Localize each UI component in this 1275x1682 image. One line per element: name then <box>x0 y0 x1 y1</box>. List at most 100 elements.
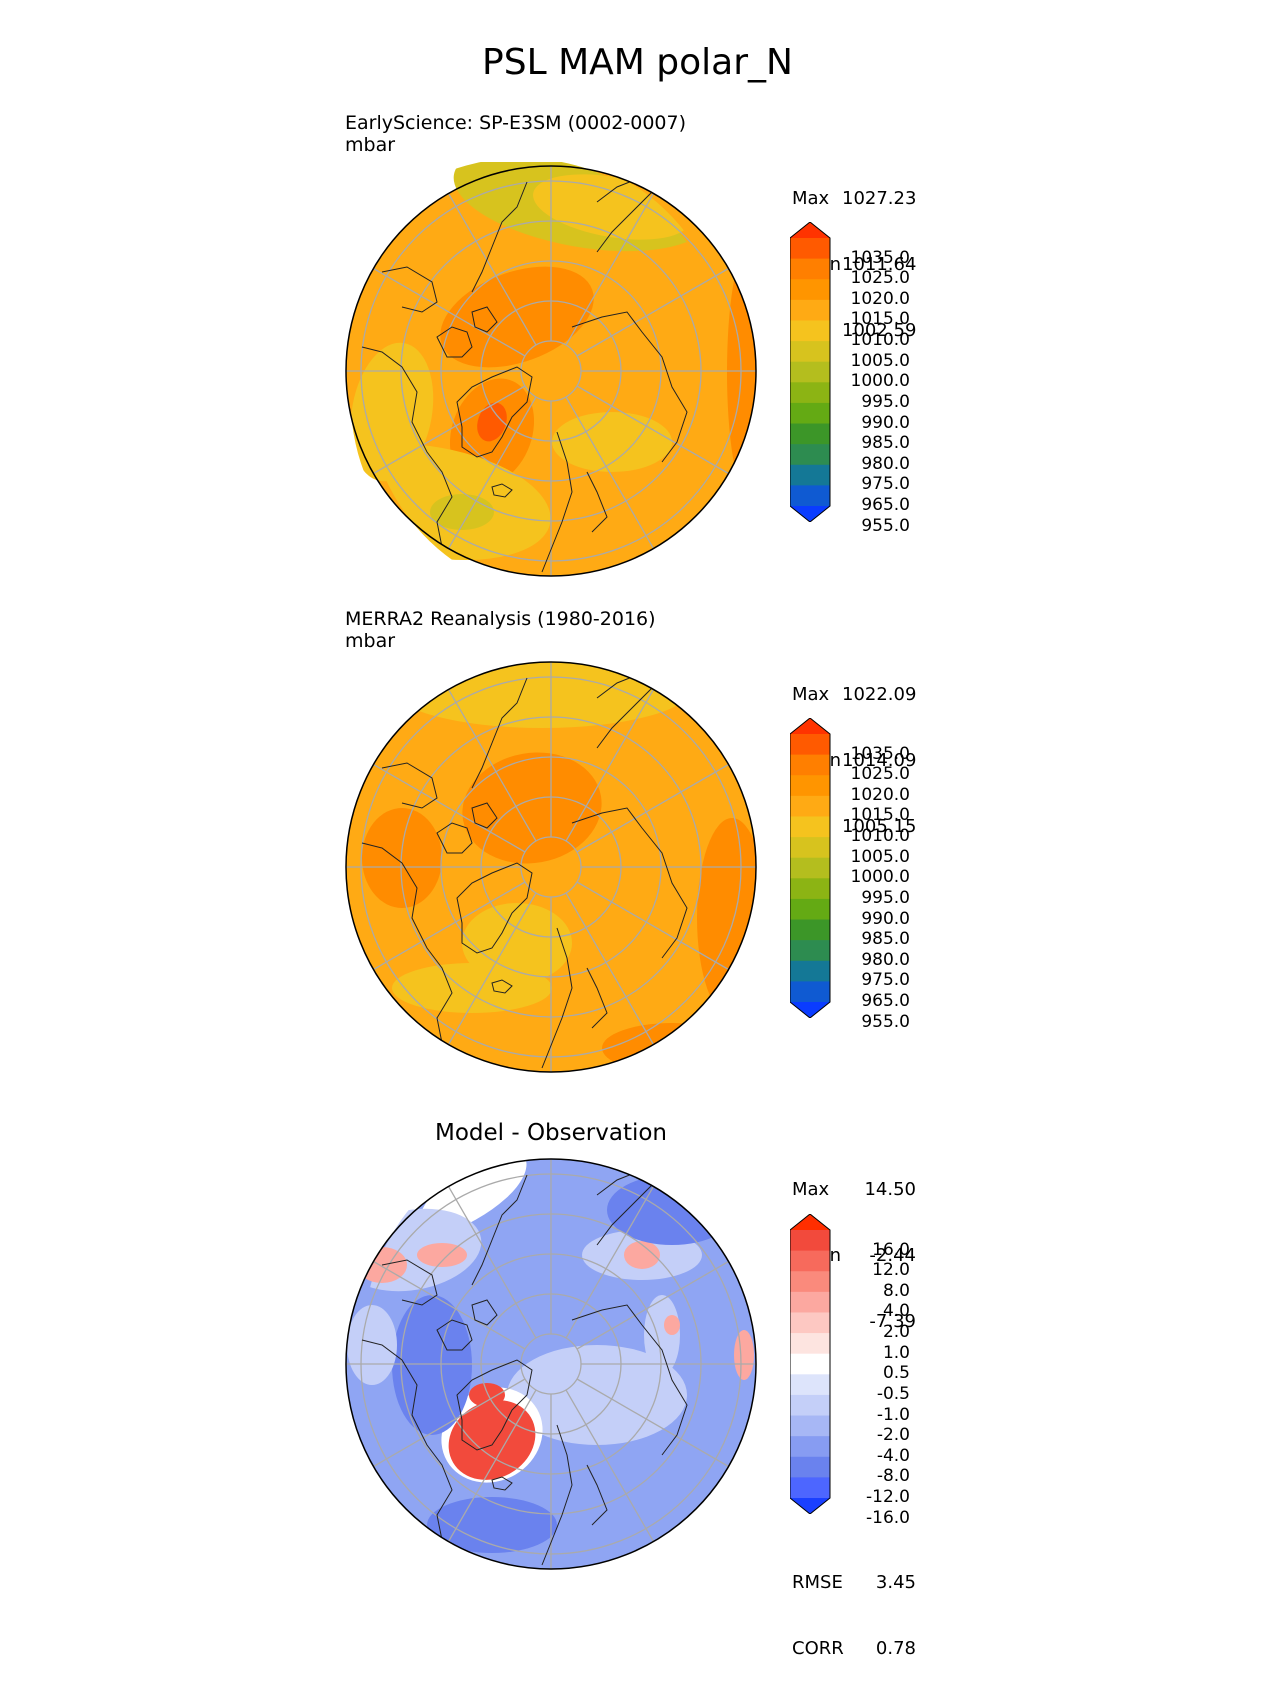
colorbar-bin <box>790 1291 830 1313</box>
colorbar-tick-label: 995.0 <box>861 391 910 412</box>
colorbar-bin <box>790 423 830 445</box>
stat-value: 14.50 <box>864 1179 916 1200</box>
colorbar-extend-bottom <box>790 506 830 522</box>
difference-contour-negative <box>507 1345 687 1445</box>
colorbar-extend-top <box>790 1214 830 1230</box>
colorbar-tick-label: -4.0 <box>876 1445 910 1466</box>
difference-contour-positive <box>448 1400 536 1480</box>
meridian-line <box>447 1389 537 1542</box>
coastline-path <box>571 1304 688 1456</box>
colorbar-tick-label: 1020.0 <box>850 784 910 805</box>
reference-title: MERRA2 Reanalysis (1980-2016) mbar <box>345 608 656 652</box>
map-boundary <box>345 1158 757 1570</box>
model-title-line: EarlyScience: SP-E3SM (0002-0007) <box>345 112 687 134</box>
meridian-line <box>565 1389 655 1542</box>
graticule <box>346 166 756 576</box>
colorbar-bin <box>790 1415 830 1437</box>
stat-label: Max <box>792 1179 830 1200</box>
meridian-line <box>576 881 729 971</box>
colorbar-bin <box>790 981 830 1003</box>
meridian-line <box>373 1378 526 1468</box>
colorbar-tick-label: 16.0 <box>872 1239 910 1260</box>
coastline-path <box>491 1476 513 1491</box>
difference-contour-positive <box>417 1243 467 1267</box>
coastline-path <box>571 311 688 463</box>
pressure-contour-high <box>362 808 442 908</box>
colorbar-tick-label: 1000.0 <box>850 371 910 392</box>
pressure-contour-low <box>392 963 552 1013</box>
coastline-path <box>471 306 498 333</box>
colorbar-tick-label: 975.0 <box>861 474 910 495</box>
coastline-path <box>491 483 513 498</box>
colorbar-bin <box>790 382 830 404</box>
coastline-path <box>456 1359 533 1451</box>
difference-contour-positive <box>624 1241 660 1269</box>
colorbar-tick-label: -16.0 <box>866 1507 910 1528</box>
difference-contour-negative <box>392 1295 472 1435</box>
colorbar-bin <box>790 775 830 797</box>
colorbar-outline <box>790 718 831 1018</box>
metric-label: RMSE <box>792 1572 843 1593</box>
coastline-path <box>586 471 608 533</box>
difference-contour-negative <box>347 1305 397 1385</box>
stat-label: Max <box>792 684 830 705</box>
colorbar-bin <box>790 795 830 817</box>
meridian-line <box>447 193 537 346</box>
difference-polar-map <box>342 1155 757 1570</box>
map-boundary <box>345 165 757 577</box>
reference-title-line: MERRA2 Reanalysis (1980-2016) <box>345 608 656 630</box>
coastline-path <box>361 346 453 548</box>
coastline-path <box>571 807 688 959</box>
reference-colorbar <box>790 718 831 1018</box>
coastline-path <box>436 822 473 854</box>
meridian-line <box>447 892 537 1045</box>
model-polar-map <box>342 162 757 577</box>
colorbar-bin <box>790 1353 830 1375</box>
colorbar-tick-label: 985.0 <box>861 433 910 454</box>
colorbar-bin <box>790 837 830 859</box>
coastline-path <box>381 266 438 313</box>
colorbar-tick-label: 12.0 <box>872 1260 910 1281</box>
coastline-path <box>456 862 533 954</box>
graticule <box>346 662 756 1072</box>
colorbar-tick-label: 1035.0 <box>850 743 910 764</box>
colorbar-bin <box>790 1250 830 1272</box>
pressure-contour-high <box>440 266 594 368</box>
pressure-contour-high <box>602 1023 742 1072</box>
colorbar-bin <box>790 361 830 383</box>
colorbar-tick-label: 1015.0 <box>850 309 910 330</box>
pressure-contour-high <box>727 252 756 492</box>
meridian-line <box>576 1378 729 1468</box>
colorbar-tick-label: -12.0 <box>866 1487 910 1507</box>
pressure-contour-high <box>477 402 507 442</box>
coastlines <box>361 176 688 573</box>
colorbar-bin <box>790 258 830 280</box>
stat-value: -7.39 <box>869 1311 916 1332</box>
difference-contour-positive <box>734 1330 754 1380</box>
stat-value: 1027.23 <box>842 188 917 209</box>
meridian-line <box>565 396 655 549</box>
colorbar-outline <box>790 1214 831 1514</box>
colorbar-bin <box>790 1436 830 1458</box>
coastline-path <box>456 366 533 458</box>
meridian-line <box>447 689 537 842</box>
coastline-path <box>491 979 513 994</box>
colorbar-tick-label: 4.0 <box>882 1301 910 1322</box>
graticule <box>346 1159 756 1569</box>
colorbar-tick-label: 1.0 <box>882 1342 910 1363</box>
colorbar-tick-label: 0.5 <box>882 1363 910 1384</box>
metric-value: 0.78 <box>875 1638 916 1659</box>
colorbar-tick-label: 995.0 <box>861 887 910 908</box>
colorbar-tick-label: -0.5 <box>876 1383 910 1404</box>
colorbar-bin <box>790 960 830 982</box>
colorbar-bin <box>790 1374 830 1396</box>
colorbar-bin <box>790 485 830 507</box>
colorbar-bin <box>790 402 830 425</box>
pressure-contour-low <box>430 494 494 530</box>
meridian-line <box>576 267 729 357</box>
stat-value: 1002.59 <box>842 320 917 341</box>
colorbar-tick-label: 1020.0 <box>850 288 910 309</box>
coastline-path <box>471 181 528 293</box>
colorbar-bin <box>790 816 830 838</box>
metric-value: 3.45 <box>875 1572 916 1593</box>
